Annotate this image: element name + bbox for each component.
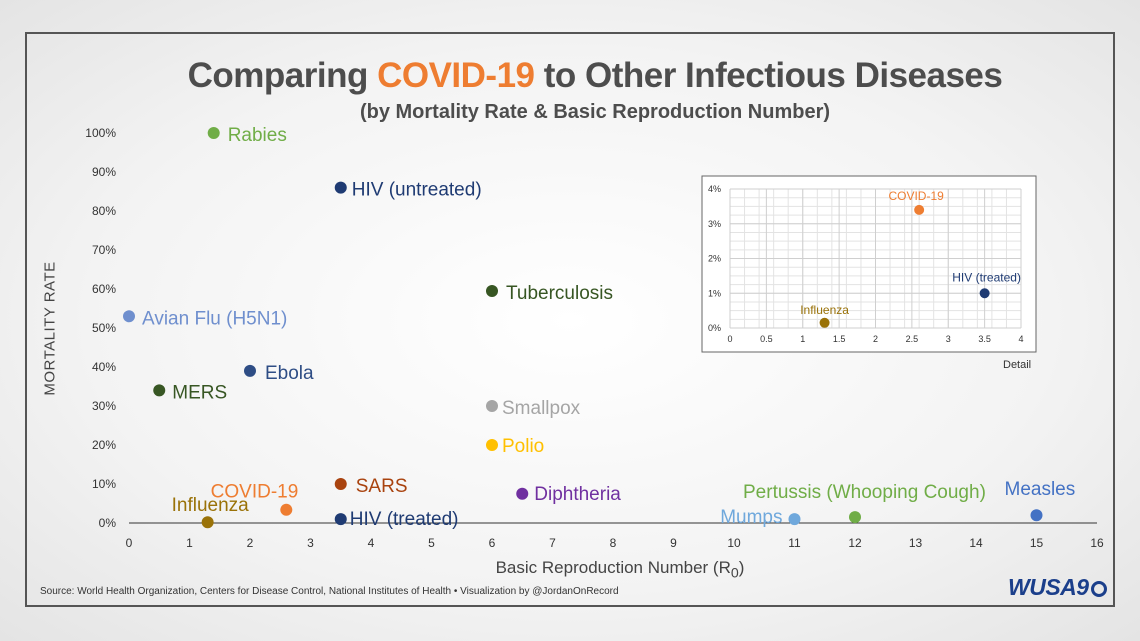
x-tick-label: 16 bbox=[1090, 536, 1104, 550]
x-tick-label: 9 bbox=[670, 536, 677, 550]
data-point bbox=[280, 503, 293, 516]
data-point bbox=[849, 511, 861, 524]
inset-data-point bbox=[914, 204, 925, 215]
inset-data-point bbox=[979, 288, 990, 299]
x-tick-label: 15 bbox=[1030, 536, 1044, 550]
x-tick-label: 6 bbox=[489, 536, 496, 550]
data-label: Avian Flu (H5N1) bbox=[142, 308, 287, 329]
inset-data-label: Influenza bbox=[800, 303, 849, 317]
inset-x-tick-label: 2.5 bbox=[906, 334, 919, 344]
y-tick-label: 80% bbox=[92, 204, 116, 218]
data-label: COVID-19 bbox=[211, 482, 299, 503]
inset-x-tick-label: 4 bbox=[1018, 334, 1023, 344]
x-tick-label: 11 bbox=[788, 536, 801, 550]
x-tick-label: 12 bbox=[848, 536, 862, 550]
y-tick-label: 20% bbox=[92, 438, 116, 452]
data-point bbox=[788, 513, 801, 526]
data-label: Measles bbox=[1005, 479, 1076, 500]
inset-x-tick-label: 1.5 bbox=[833, 334, 846, 344]
data-point bbox=[486, 400, 498, 412]
logo-text: WUSA9 bbox=[1008, 574, 1089, 600]
x-tick-label: 8 bbox=[610, 536, 617, 550]
data-label: Rabies bbox=[228, 125, 287, 146]
chart-title: Comparing COVID-19 to Other Infectious D… bbox=[0, 56, 1140, 96]
inset-x-tick-label: 2 bbox=[873, 334, 878, 344]
data-label: Influenza bbox=[172, 495, 250, 516]
data-point bbox=[486, 284, 498, 297]
data-point bbox=[207, 127, 220, 139]
x-tick-label: 7 bbox=[549, 536, 556, 550]
x-axis-label-main: Basic Reproduction Number (R bbox=[495, 558, 731, 577]
title-suffix: to Other Infectious Diseases bbox=[534, 56, 1003, 95]
chart-subtitle: (by Mortality Rate & Basic Reproduction … bbox=[359, 101, 831, 123]
data-label: Mumps bbox=[720, 507, 782, 528]
data-point bbox=[123, 310, 135, 323]
x-tick-label: 14 bbox=[969, 536, 983, 550]
source-note: Source: World Health Organization, Cente… bbox=[40, 586, 619, 597]
inset-box bbox=[701, 175, 1037, 353]
x-tick-label: 10 bbox=[727, 536, 741, 550]
data-point bbox=[516, 487, 529, 500]
inset-x-tick-label: 3 bbox=[946, 334, 951, 344]
inset-data-label: COVID-19 bbox=[888, 189, 944, 203]
data-point bbox=[486, 439, 498, 451]
x-tick-label: 1 bbox=[186, 536, 193, 550]
x-tick-label: 0 bbox=[126, 536, 133, 550]
y-tick-label: 10% bbox=[92, 477, 116, 491]
detail-caption: Detail bbox=[1003, 359, 1032, 371]
data-label: Diphtheria bbox=[534, 484, 621, 505]
inset-y-tick-label: 0% bbox=[708, 323, 721, 333]
y-tick-label: 60% bbox=[92, 282, 116, 296]
inset-x-tick-label: 0.5 bbox=[760, 334, 773, 344]
logo-ring-icon bbox=[1090, 580, 1107, 597]
y-tick-label: 30% bbox=[92, 399, 116, 413]
data-label: Pertussis (Whooping Cough) bbox=[743, 482, 986, 503]
x-axis-label-end: ) bbox=[738, 558, 745, 577]
y-tick-label: 50% bbox=[92, 321, 116, 335]
inset-data-point bbox=[819, 317, 830, 328]
x-tick-label: 4 bbox=[368, 536, 375, 550]
title-accent: COVID-19 bbox=[377, 56, 535, 95]
data-label: SARS bbox=[356, 476, 408, 497]
x-axis-label-subscript: 0 bbox=[730, 565, 739, 582]
inset-x-tick-label: 3.5 bbox=[978, 334, 991, 344]
y-tick-label: 40% bbox=[92, 360, 116, 374]
data-label: MERS bbox=[172, 382, 227, 403]
data-label: Smallpox bbox=[502, 398, 581, 419]
data-point bbox=[244, 364, 256, 377]
x-axis-label: Basic Reproduction Number (R0) bbox=[470, 558, 770, 581]
y-tick-label: 70% bbox=[92, 243, 116, 257]
x-tick-label: 3 bbox=[307, 536, 314, 550]
inset-data-label: HIV (treated) bbox=[952, 270, 1021, 284]
x-tick-label: 13 bbox=[909, 536, 923, 550]
data-label: HIV (treated) bbox=[350, 509, 459, 530]
data-point bbox=[1030, 509, 1043, 522]
inset-y-tick-label: 2% bbox=[708, 254, 721, 264]
title-prefix: Comparing bbox=[187, 56, 378, 95]
data-label: Tuberculosis bbox=[506, 283, 613, 304]
y-tick-label: 90% bbox=[92, 165, 116, 179]
data-point bbox=[334, 181, 347, 194]
data-label: Polio bbox=[502, 436, 544, 457]
wusa9-logo: WUSA9 bbox=[1008, 574, 1107, 601]
inset-x-tick-label: 0 bbox=[727, 334, 732, 344]
y-tick-label: 0% bbox=[99, 516, 117, 530]
data-point bbox=[334, 513, 347, 526]
x-tick-label: 2 bbox=[247, 536, 254, 550]
inset-x-tick-label: 1 bbox=[800, 334, 805, 344]
data-point bbox=[153, 384, 166, 397]
data-point bbox=[334, 478, 347, 490]
data-label: HIV (untreated) bbox=[352, 180, 482, 201]
inset-y-tick-label: 3% bbox=[708, 219, 721, 229]
inset-y-tick-label: 1% bbox=[708, 288, 721, 298]
data-label: Ebola bbox=[265, 363, 314, 384]
x-tick-label: 5 bbox=[428, 536, 435, 550]
chart-frame bbox=[25, 32, 1115, 607]
y-tick-label: 100% bbox=[85, 126, 116, 140]
inset-y-tick-label: 4% bbox=[708, 184, 721, 194]
data-point bbox=[201, 516, 214, 529]
